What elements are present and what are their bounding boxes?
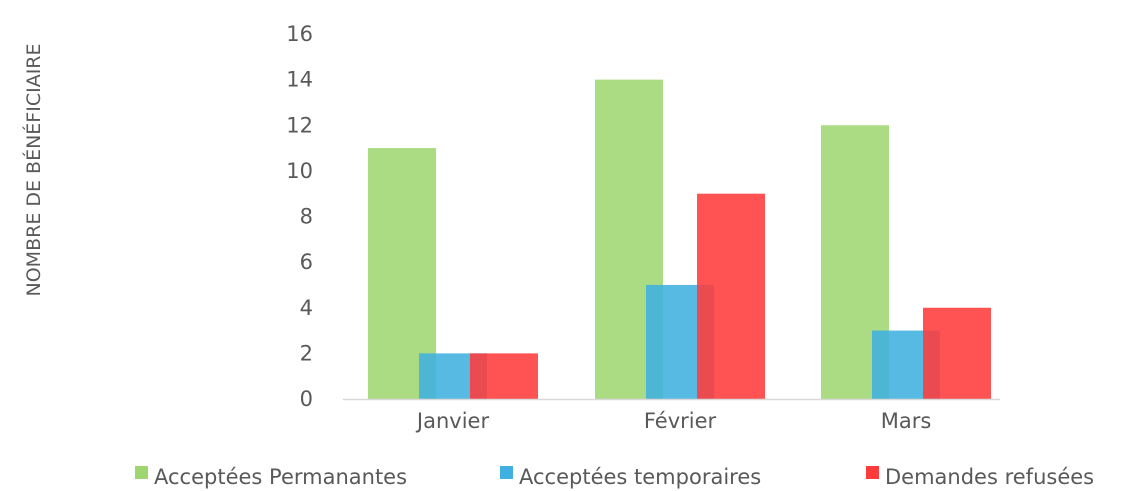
- bar-2-2: [923, 307, 991, 399]
- y-axis-ticks: 0 2 4 6 8 10 12 14 16: [286, 22, 313, 411]
- y-tick-label: 10: [286, 159, 313, 183]
- bar-2-1: [697, 193, 765, 399]
- category-label: Février: [644, 409, 717, 433]
- y-tick-label: 2: [300, 341, 313, 365]
- legend: Acceptées Permanantes Acceptées temporair…: [135, 465, 1094, 489]
- y-tick-label: 12: [286, 113, 313, 137]
- y-tick-label: 0: [300, 387, 313, 411]
- category-label: Janvier: [415, 409, 490, 433]
- legend-label: Demandes refusées: [885, 465, 1094, 489]
- y-tick-label: 4: [300, 296, 313, 320]
- legend-swatch: [866, 466, 879, 479]
- y-tick-label: 8: [300, 205, 313, 229]
- x-axis-category-labels: Janvier Février Mars: [415, 409, 931, 433]
- bar-2-0: [470, 353, 538, 399]
- bars: [368, 79, 991, 399]
- category-label: Mars: [881, 409, 932, 433]
- legend-swatch: [500, 466, 513, 479]
- y-tick-label: 6: [300, 250, 313, 274]
- y-tick-label: 16: [286, 22, 313, 46]
- y-tick-label: 14: [286, 68, 313, 92]
- y-axis-title: NOMBRE DE BÉNÉFICIAIRE: [22, 44, 45, 297]
- legend-swatch: [135, 466, 148, 479]
- legend-label: Acceptées Permanantes: [154, 465, 407, 489]
- legend-label: Acceptées temporaires: [519, 465, 761, 489]
